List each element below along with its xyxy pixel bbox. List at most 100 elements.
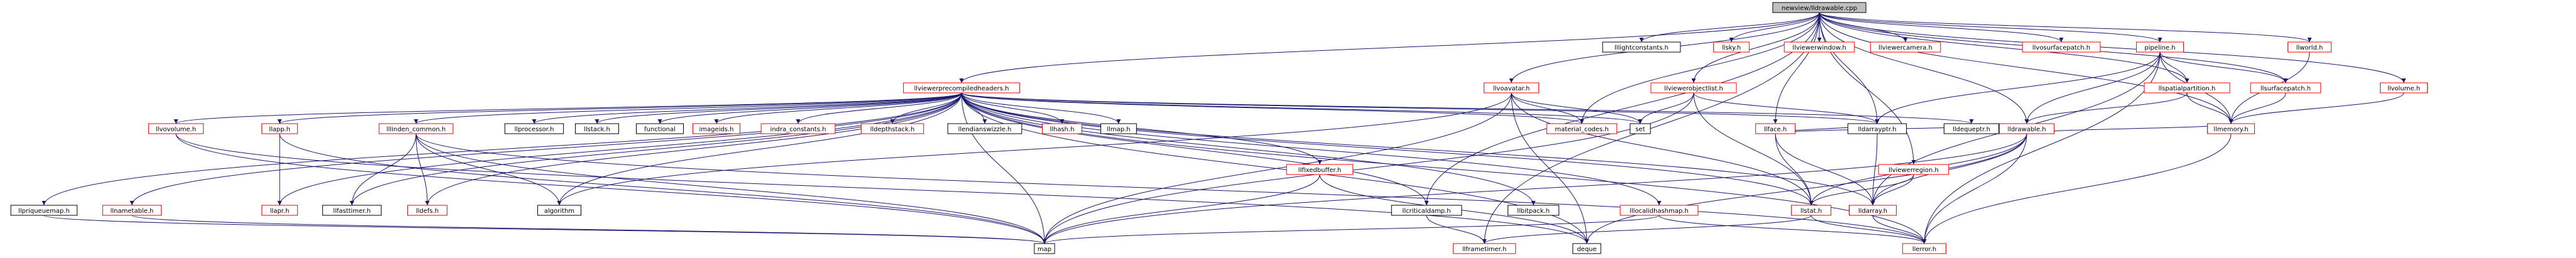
node-label[interactable]: llviewerprecompiledheaders.h	[914, 85, 1009, 92]
node-box[interactable]	[1791, 205, 1831, 216]
node-label[interactable]: llfixedbuffer.h	[1298, 167, 1341, 174]
node[interactable]: llviewerwindow.h	[1784, 41, 1855, 53]
node: newview/lldrawable.cpp	[1772, 2, 1866, 13]
node-label[interactable]: llviewerobjectlist.h	[1664, 85, 1723, 92]
node-label[interactable]: llerror.h	[1912, 246, 1936, 253]
node-label[interactable]: llviewerregion.h	[1888, 167, 1939, 174]
node[interactable]: llstat.h	[1791, 205, 1831, 216]
node[interactable]: llviewerprecompiledheaders.h	[903, 82, 1020, 94]
node-box[interactable]	[1620, 205, 1699, 216]
node-label[interactable]: llviewercamera.h	[1878, 45, 1932, 51]
node-label[interactable]: llvosurfacepatch.h	[2032, 45, 2090, 51]
node-label[interactable]: llframetimer.h	[1462, 246, 1507, 253]
node[interactable]: llnametable.h	[102, 205, 162, 216]
node-box[interactable]	[1784, 41, 1855, 53]
node-box[interactable]	[1483, 82, 1540, 94]
node-label[interactable]: llapp.h	[269, 126, 290, 133]
node-box[interactable]	[1878, 164, 1949, 175]
node-label[interactable]: llworld.h	[2296, 45, 2323, 51]
node-label[interactable]: lldarray.h	[1858, 208, 1887, 215]
node[interactable]: lldrawable.h	[1998, 123, 2055, 134]
node[interactable]: llvovolume.h	[148, 123, 204, 134]
node[interactable]: llfixedbuffer.h	[1286, 164, 1354, 175]
node[interactable]: llmemory.h	[2207, 123, 2255, 134]
node-box[interactable]	[102, 205, 162, 216]
node-label[interactable]: llvoavatar.h	[1493, 85, 1530, 92]
node-box[interactable]	[261, 205, 298, 216]
node-box[interactable]	[1042, 123, 1082, 134]
node-label[interactable]: llhash.h	[1050, 126, 1074, 133]
node-label[interactable]: imageids.h	[699, 126, 734, 133]
node[interactable]: indra_constants.h	[760, 123, 836, 134]
node-label[interactable]: llvolume.h	[2387, 85, 2420, 92]
node-box[interactable]	[1902, 243, 1946, 254]
node[interactable]: llface.h	[1755, 123, 1795, 134]
node-box[interactable]	[1755, 123, 1795, 134]
node[interactable]: llhash.h	[1042, 123, 1082, 134]
node-label[interactable]: material_codes.h	[1555, 126, 1609, 133]
node-box[interactable]	[148, 123, 204, 134]
node-box[interactable]	[261, 123, 298, 134]
node[interactable]: llerror.h	[1902, 243, 1946, 254]
node-label[interactable]: llsky.h	[1722, 45, 1741, 51]
node[interactable]: llvoavatar.h	[1483, 82, 1540, 94]
node-label[interactable]: llviewerwindow.h	[1792, 45, 1846, 51]
node-label[interactable]: lldepthstack.h	[870, 126, 915, 133]
node-box[interactable]	[760, 123, 836, 134]
node[interactable]: lldepthstack.h	[860, 123, 924, 134]
node[interactable]: lldarray.h	[1849, 205, 1897, 216]
node-label[interactable]: indra_constants.h	[770, 126, 826, 133]
node-box[interactable]	[693, 123, 740, 134]
node-label[interactable]: llnametable.h	[111, 208, 154, 215]
node[interactable]: llvosurfacepatch.h	[2022, 41, 2101, 53]
node-label[interactable]: pipeline.h	[2144, 45, 2175, 51]
node-label[interactable]: llspatialpartition.h	[2159, 85, 2216, 92]
node-label[interactable]: lldrawable.h	[2007, 126, 2046, 133]
node-box[interactable]	[1849, 205, 1897, 216]
node-box[interactable]	[2022, 41, 2101, 53]
node-box[interactable]	[2380, 82, 2428, 94]
node-box[interactable]	[1998, 123, 2055, 134]
node-box[interactable]	[860, 123, 924, 134]
node-box[interactable]	[2250, 82, 2321, 94]
node[interactable]: llapr.h	[261, 205, 298, 216]
node[interactable]: llworld.h	[2288, 41, 2332, 53]
node-label[interactable]: lllocalidhashmap.h	[1630, 208, 1689, 215]
node-box[interactable]	[2207, 123, 2255, 134]
node-box[interactable]	[2144, 82, 2230, 94]
node[interactable]: llviewerobjectlist.h	[1650, 82, 1737, 94]
node-box[interactable]	[407, 205, 447, 216]
node[interactable]: llvolume.h	[2380, 82, 2428, 94]
node-label[interactable]: llvovolume.h	[156, 126, 196, 133]
node-box[interactable]	[903, 82, 1020, 94]
node[interactable]: lldefs.h	[407, 205, 447, 216]
node[interactable]: llviewerregion.h	[1878, 164, 1949, 175]
node-label[interactable]: lllinden_common.h	[386, 126, 446, 133]
node[interactable]: llapp.h	[261, 123, 298, 134]
node-box[interactable]	[1650, 82, 1737, 94]
node[interactable]: lllinden_common.h	[378, 123, 454, 134]
node-box[interactable]	[1870, 41, 1941, 53]
node-label[interactable]: llmemory.h	[2213, 126, 2248, 133]
node[interactable]: material_codes.h	[1546, 123, 1618, 134]
node-box[interactable]	[1452, 243, 1516, 254]
node-box[interactable]	[1546, 123, 1618, 134]
node-label[interactable]: llsurfacepatch.h	[2261, 85, 2311, 92]
node[interactable]: llsurfacepatch.h	[2250, 82, 2321, 94]
node-box[interactable]	[378, 123, 454, 134]
node-label[interactable]: llface.h	[1764, 126, 1787, 133]
node-label[interactable]: lldefs.h	[416, 208, 439, 215]
node[interactable]: pipeline.h	[2136, 41, 2184, 53]
node[interactable]: lllocalidhashmap.h	[1620, 205, 1699, 216]
node[interactable]: llviewercamera.h	[1870, 41, 1941, 53]
node-label[interactable]: llstat.h	[1800, 208, 1822, 215]
node[interactable]: llframetimer.h	[1452, 243, 1516, 254]
node-box[interactable]	[2288, 41, 2332, 53]
node[interactable]: llsky.h	[1713, 41, 1750, 53]
node-label[interactable]: llapr.h	[270, 208, 290, 215]
node[interactable]: llspatialpartition.h	[2144, 82, 2230, 94]
node[interactable]: imageids.h	[693, 123, 740, 134]
node-box[interactable]	[1286, 164, 1354, 175]
node-box[interactable]	[1713, 41, 1750, 53]
node-box[interactable]	[2136, 41, 2184, 53]
